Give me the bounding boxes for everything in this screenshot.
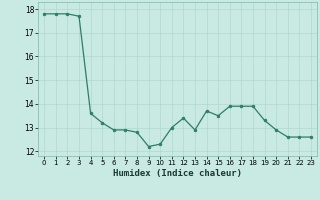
X-axis label: Humidex (Indice chaleur): Humidex (Indice chaleur) (113, 169, 242, 178)
